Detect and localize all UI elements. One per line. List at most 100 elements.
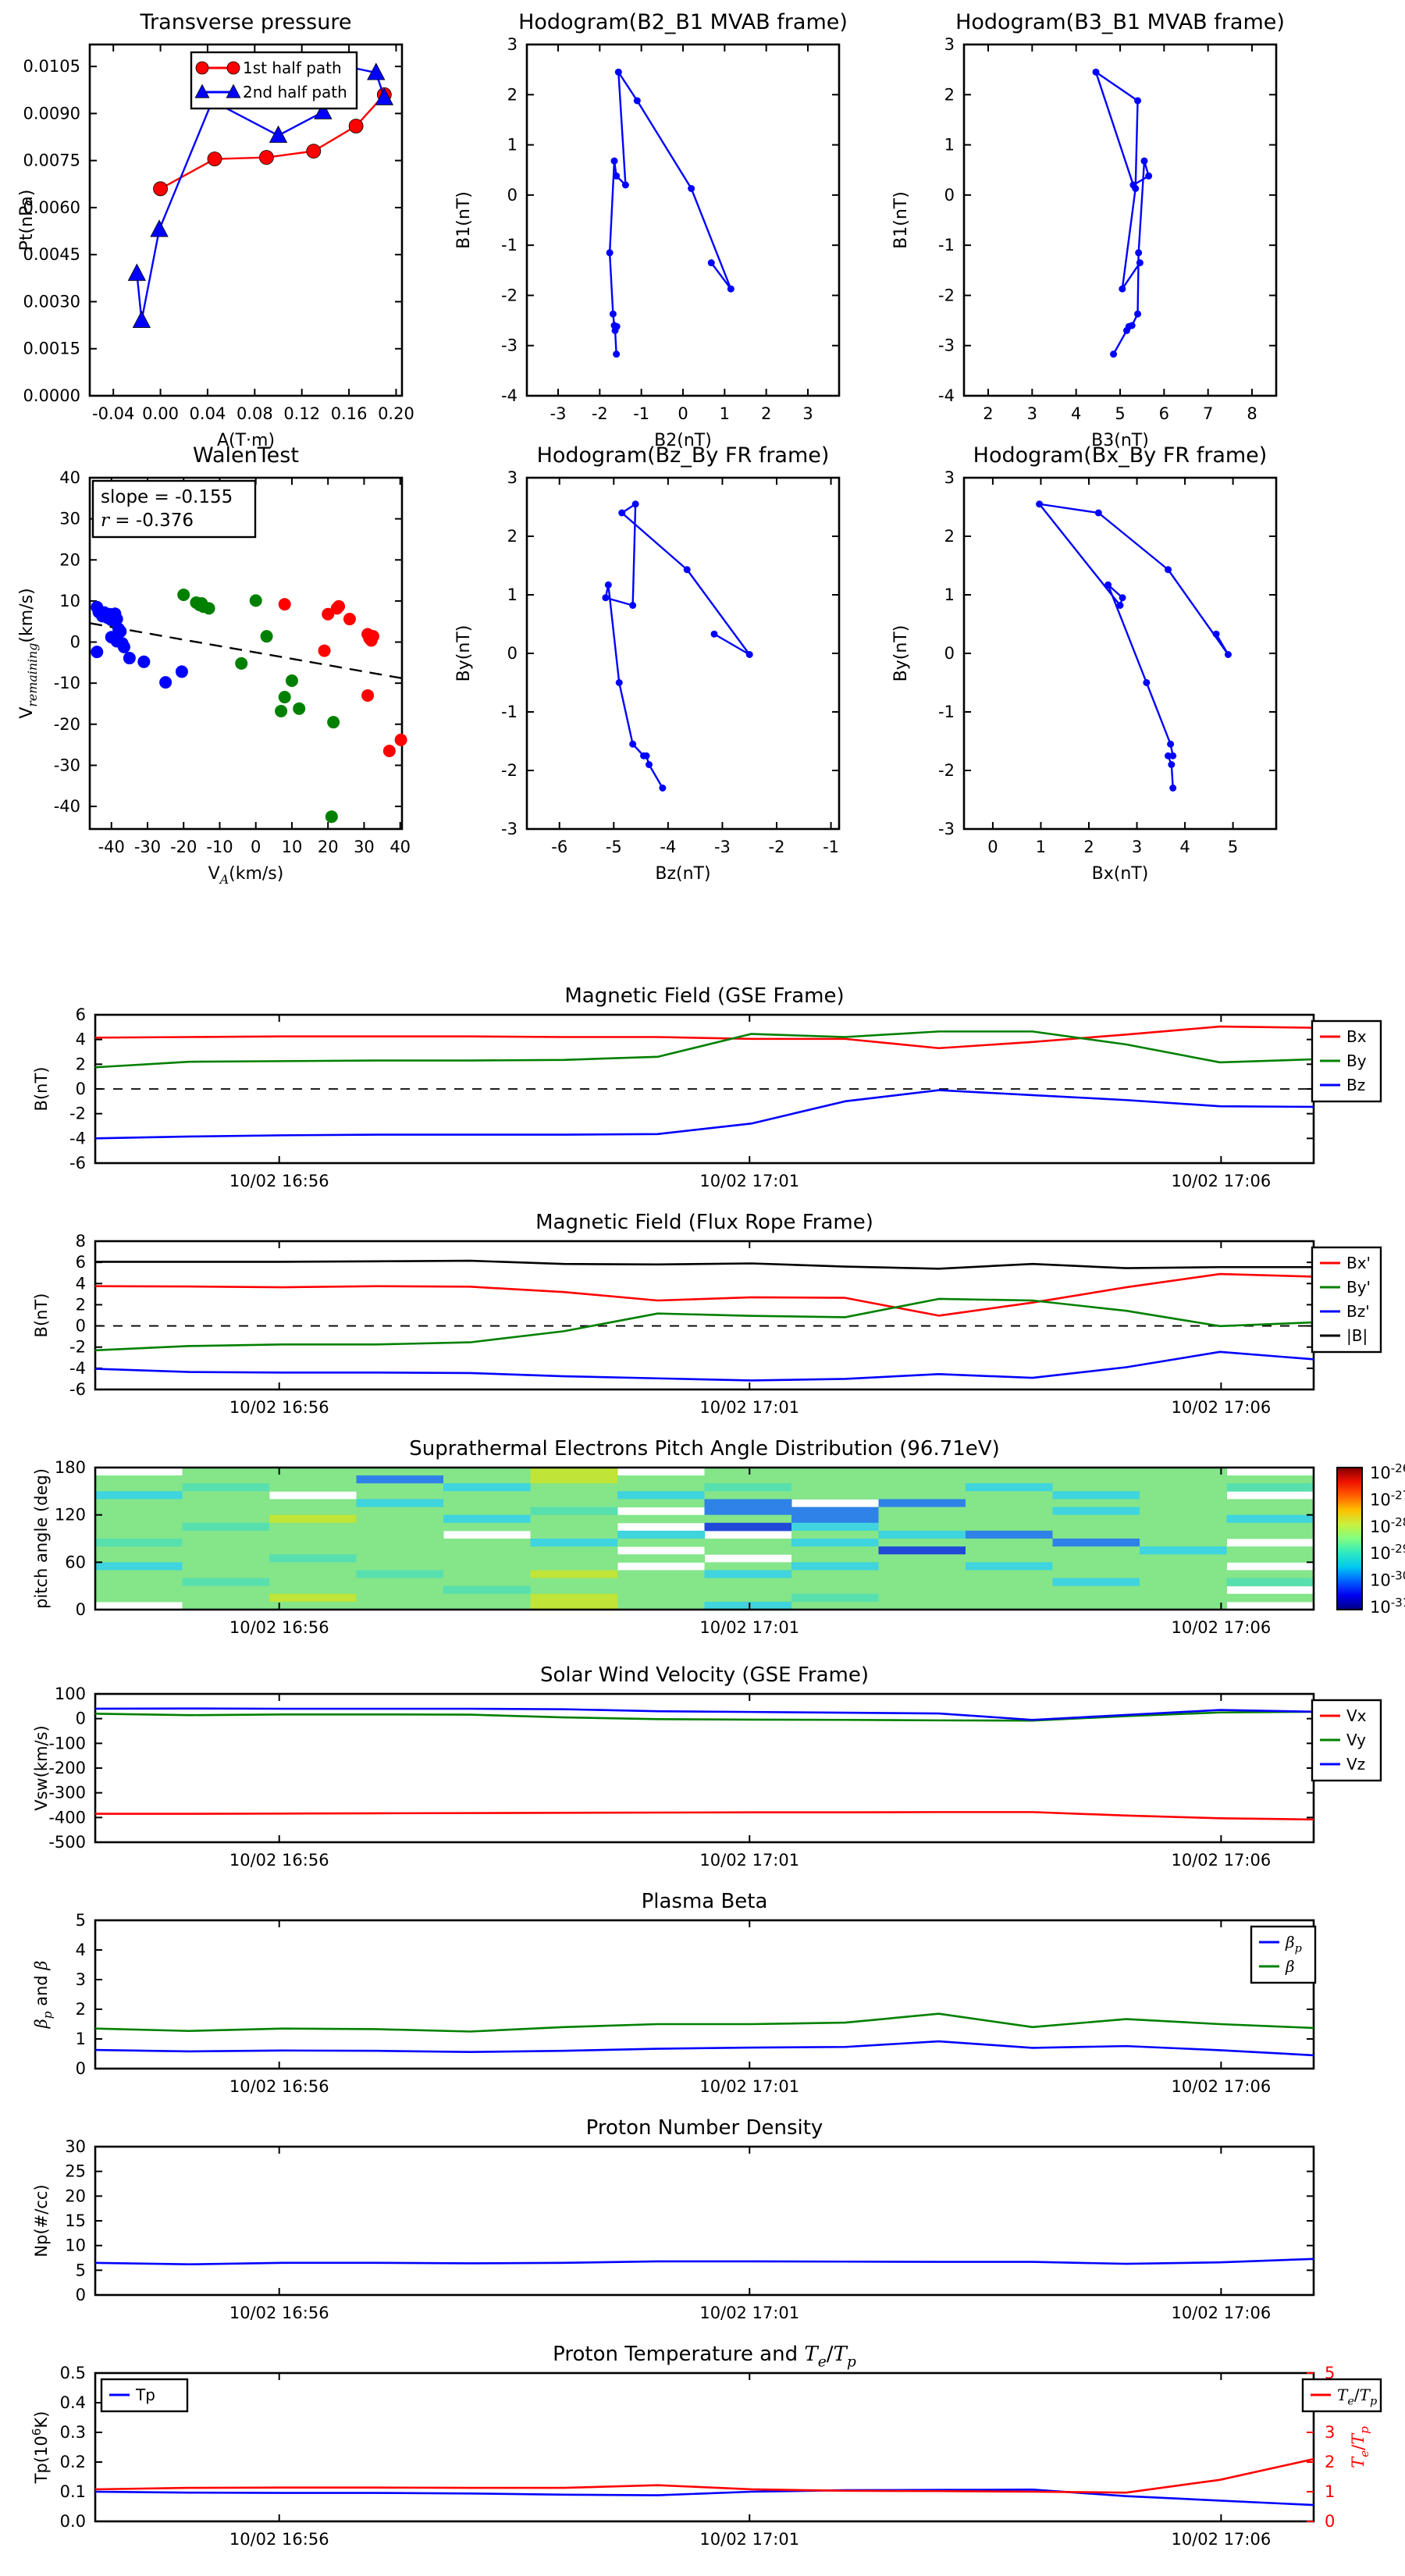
point-marker (110, 613, 123, 626)
point-marker (1168, 761, 1176, 768)
chart-title: Hodogram(Bx_By FR frame) (973, 443, 1268, 468)
heatmap-cell (878, 1585, 966, 1595)
point-marker (1165, 752, 1172, 760)
x-tick-label: 10/02 17:01 (699, 1172, 799, 1190)
y-tick-label: 0 (76, 1600, 86, 1619)
x-tick-label: -2 (769, 838, 785, 856)
chart-hodogram-bxby: 0 1 2 3 4 5 -3 -2 -1 0 1 2 3 Hodogram(Bx_By FR frame)… (891, 443, 1278, 884)
y-tick-label: 1 (944, 136, 955, 155)
legend-box (1250, 1925, 1317, 1984)
heatmap-cell (966, 1499, 1053, 1508)
y-axis-label: βp and β (32, 1961, 55, 2030)
heatmap-cell (530, 1593, 618, 1603)
x-tick-label: 0.12 (283, 404, 320, 423)
series-Bx (94, 1025, 1314, 1050)
point-marker (1224, 651, 1232, 658)
x-tick-label: 10 (282, 838, 303, 856)
heatmap-cell (443, 1546, 531, 1555)
series-te-tp (94, 2457, 1314, 2494)
y-tick-label: 5 (76, 1911, 86, 1930)
point-marker (1143, 679, 1151, 686)
heatmap-cell (1052, 1562, 1140, 1571)
panel-magnetic-field-fluxrope: 10/02 16:56 10/02 17:01 10/02 17:06 -6 -4 -2 0… (32, 1211, 1382, 1417)
x-tick-label: -4 (660, 838, 676, 856)
legend-label: Vy (1346, 1731, 1366, 1749)
heatmap-cell (1226, 1554, 1314, 1563)
y-tick-label: 2 (507, 85, 518, 104)
heatmap-cell (1140, 1483, 1227, 1492)
point-marker (1119, 594, 1126, 602)
point-marker (614, 68, 622, 76)
heatmap-cell (95, 1483, 183, 1492)
y-tick-label: 15 (65, 2211, 86, 2230)
y-tick-label: -1 (501, 703, 518, 721)
heatmap-cell (1140, 1475, 1227, 1484)
heatmap-cell (443, 1507, 531, 1516)
heatmap-cell (182, 1499, 270, 1508)
heatmap-cell (1140, 1546, 1227, 1555)
heatmap-cell (182, 1546, 270, 1555)
point-marker (1116, 602, 1124, 609)
x-tick-label: 10/02 17:06 (1172, 1618, 1272, 1637)
axes-frame (525, 43, 841, 397)
x-tick-label: 10/02 17:01 (699, 2304, 799, 2322)
right-tick-label: 5 (1325, 2364, 1335, 2382)
heatmap-cell (1140, 1499, 1227, 1508)
heatmap-cell (704, 1546, 792, 1555)
colorbar-label: 10-27 (1370, 1488, 1405, 1509)
series-Bz (94, 1089, 1314, 1140)
x-tick-label: 0 (251, 838, 261, 856)
x-tick-label: 30 (354, 838, 375, 856)
legend-label: 1st half path (243, 59, 342, 77)
heatmap-cell (1140, 1539, 1227, 1547)
legend-label: βp (1285, 1933, 1302, 1955)
heatmap-cell (443, 1514, 531, 1524)
heatmap-cell (617, 1491, 705, 1500)
x-tick-label: 8 (1247, 404, 1257, 423)
point-marker (1134, 97, 1142, 105)
heatmap-cell (182, 1491, 270, 1500)
heatmap-cell (1052, 1499, 1140, 1508)
heatmap-cell (878, 1578, 966, 1587)
heatmap-cell (1226, 1507, 1314, 1516)
heatmap-cell (356, 1499, 444, 1508)
x-tick-label: 10/02 16:56 (229, 2077, 329, 2096)
y-tick-label: 4 (76, 1030, 86, 1049)
point-marker (1165, 566, 1172, 574)
heatmap-cell (878, 1601, 966, 1610)
heatmap-cell (966, 1570, 1053, 1579)
point-marker (1094, 509, 1102, 517)
point-marker (606, 249, 614, 257)
y-tick-label: 40 (59, 468, 80, 487)
heatmap-cell (269, 1539, 357, 1547)
y-axis-label: By(nT) (891, 625, 911, 682)
x-tick-label: -20 (170, 838, 197, 856)
heatmap-cell (530, 1539, 618, 1547)
heatmap-cell (530, 1475, 618, 1484)
chart-title: Hodogram(B2_B1 MVAB frame) (518, 10, 848, 34)
y-tick-label: 0.0 (60, 2512, 86, 2531)
heatmap-cell (269, 1554, 357, 1563)
heatmap-cell (1052, 1514, 1140, 1524)
heatmap-cell (1052, 1491, 1140, 1500)
heatmap-cell (269, 1585, 357, 1595)
y-tick-label: 0.0015 (23, 340, 80, 358)
series-Tp (94, 2489, 1314, 2507)
triangle-marker (127, 263, 147, 281)
y-axis-label: Pt(nPa) (17, 190, 37, 251)
point-marker (91, 646, 104, 659)
point-marker (610, 157, 618, 165)
heatmap-cell (966, 1593, 1053, 1603)
heatmap-cell (1052, 1522, 1140, 1532)
axes-frame (94, 1919, 1315, 2070)
heatmap-cell (356, 1483, 444, 1492)
heatmap-cell (95, 1554, 183, 1563)
y-tick-label: 30 (59, 510, 80, 528)
panel-proton-temperature: 10/02 16:56 10/02 17:01 10/02 17:06 0.0 0.1 0… (30, 2343, 1382, 2549)
point-marker (278, 691, 291, 704)
heatmap-cell (878, 1593, 966, 1603)
point-marker (615, 679, 623, 686)
triangle-marker (314, 101, 333, 119)
point-marker (613, 172, 621, 180)
y-tick-label: -300 (48, 1784, 86, 1802)
